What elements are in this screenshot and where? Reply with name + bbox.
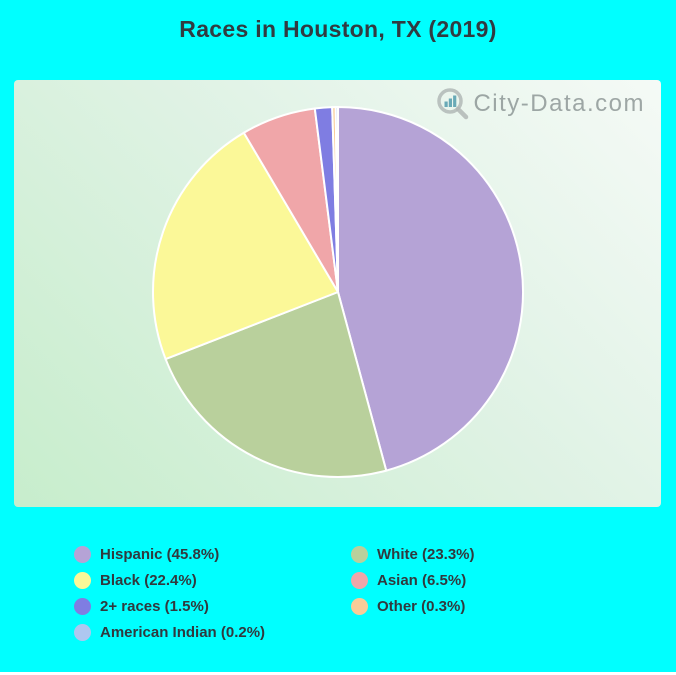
- legend-item-black: Black (22.4%): [74, 571, 351, 589]
- pie-chart: [152, 105, 524, 478]
- legend-swatch-black: [74, 571, 91, 589]
- legend-item-white: White (23.3%): [351, 545, 475, 563]
- watermark-text: City-Data.com: [473, 90, 645, 117]
- magnifier-bar-chart-icon: [437, 88, 469, 120]
- chart-panel: City-Data.com: [14, 80, 661, 507]
- legend-swatch-hispanic: [74, 545, 91, 563]
- pie-slice-american-indian[interactable]: [334, 105, 339, 293]
- legend-label-black: Black (22.4%): [100, 571, 197, 589]
- page-title: Races in Houston, TX (2019): [179, 16, 497, 42]
- legend-swatch-2-races: [74, 597, 91, 615]
- legend-item-2-races: 2+ races (1.5%): [74, 597, 351, 615]
- legend-label-white: White (23.3%): [377, 545, 475, 563]
- legend-item-other: Other (0.3%): [351, 597, 475, 615]
- legend-label-2-races: 2+ races (1.5%): [100, 597, 209, 615]
- legend-label-other: Other (0.3%): [377, 597, 466, 615]
- watermark-logo[interactable]: City-Data.com: [435, 86, 645, 122]
- legend-swatch-asian: [351, 571, 368, 589]
- legend: Hispanic (45.8%) White (23.3%) Black (22.4…: [74, 541, 475, 645]
- legend-item-asian: Asian (6.5%): [351, 571, 475, 589]
- legend-label-hispanic: Hispanic (45.8%): [100, 545, 220, 563]
- bottom-strip: [0, 672, 676, 675]
- legend-swatch-american-indian: [74, 623, 91, 641]
- legend-item-hispanic: Hispanic (45.8%): [74, 545, 351, 563]
- legend-item-american-indian: American Indian (0.2%): [74, 623, 351, 641]
- legend-label-asian: Asian (6.5%): [377, 571, 467, 589]
- legend-swatch-other: [351, 597, 368, 615]
- legend-label-american-indian: American Indian (0.2%): [100, 623, 266, 641]
- pie-slice-black[interactable]: [152, 131, 339, 361]
- pie-slice-hispanic[interactable]: [337, 106, 524, 472]
- legend-swatch-white: [351, 545, 368, 563]
